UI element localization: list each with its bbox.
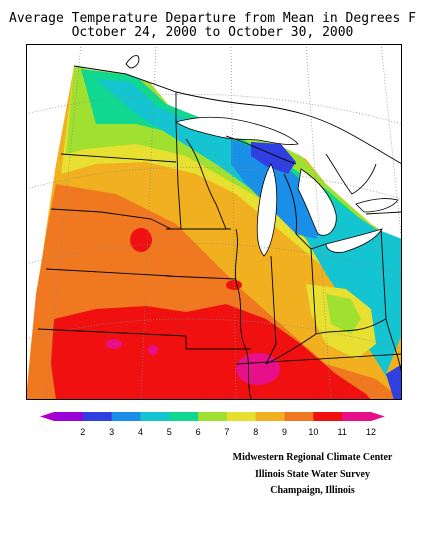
canada-area	[26, 44, 402, 224]
credit-line-2: Illinois State Water Survey	[255, 469, 370, 480]
legend-tick-label: 5	[167, 427, 172, 437]
legend-tick-label: 10	[308, 427, 318, 437]
color-scale-legend: 2 3 4 5 6 7 8 9 10 11 12	[40, 412, 385, 437]
legend-tick-label: 12	[366, 427, 376, 437]
lat-lon-grid	[26, 44, 402, 400]
legend-color-swatch	[226, 412, 257, 421]
legend-color-swatch	[140, 412, 170, 421]
legend-color-swatch	[82, 412, 113, 421]
legend-tick-label: 8	[253, 427, 258, 437]
legend-color-swatch	[255, 412, 286, 421]
legend-tick-label: 11	[338, 427, 347, 437]
legend-color-swatch	[54, 412, 84, 421]
legend-color-swatch	[111, 412, 141, 421]
legend-arrow-low	[40, 412, 54, 421]
legend-tick-label: 3	[109, 427, 114, 437]
legend-color-swatch	[342, 412, 372, 421]
credit-line-3: Champaign, Illinois	[270, 485, 355, 496]
legend-color-swatch	[313, 412, 343, 421]
legend-tick-label: 4	[138, 427, 143, 437]
legend-tick-label: 6	[196, 427, 201, 437]
legend-tick-label: 2	[80, 427, 85, 437]
legend-tick-label: 7	[224, 427, 229, 437]
state-boundaries	[37, 55, 402, 400]
legend-color-swatch	[169, 412, 199, 421]
temperature-departure-map	[26, 44, 402, 400]
great-lakes	[175, 116, 399, 257]
map-frame	[26, 44, 402, 400]
temperature-field	[26, 66, 402, 400]
legend-color-swatch	[198, 412, 228, 421]
credit-line-1: Midwestern Regional Climate Center	[232, 452, 393, 463]
legend-arrow-high	[371, 412, 385, 421]
map-title-line-1: Average Temperature Departure from Mean …	[9, 11, 416, 26]
legend-color-swatch	[284, 412, 314, 421]
map-title-line-2: October 24, 2000 to October 30, 2000	[71, 25, 354, 40]
legend-tick-label: 9	[282, 427, 287, 437]
